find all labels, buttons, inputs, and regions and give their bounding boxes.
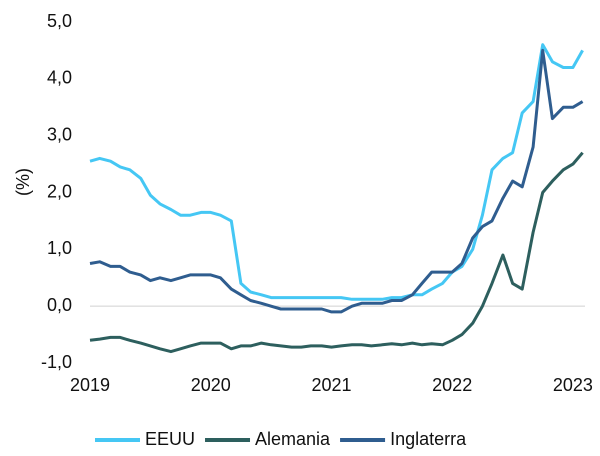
y-tick-label: 2,0 (47, 181, 72, 201)
legend: EEUU Alemania Inglaterra (95, 429, 467, 449)
y-tick-label: 5,0 (47, 11, 72, 31)
y-tick-label: 3,0 (47, 124, 72, 144)
legend-label: EEUU (145, 429, 195, 449)
y-axis-label: (%) (13, 168, 33, 196)
x-tick-label: 2019 (70, 375, 110, 395)
y-tick-label: 1,0 (47, 238, 72, 258)
y-tick-label: -1,0 (41, 352, 72, 372)
x-tick-label: 2021 (311, 375, 351, 395)
x-tick-label: 2023 (553, 375, 593, 395)
x-tick-label: 2022 (432, 375, 472, 395)
line-series (89, 151, 584, 354)
y-tick-label: 4,0 (47, 68, 72, 88)
y-tick-label: 0,0 (47, 295, 72, 315)
legend-label: Inglaterra (390, 429, 467, 449)
line-series (89, 43, 584, 301)
x-tick-label: 2020 (191, 375, 231, 395)
line-series (89, 48, 584, 314)
legend-label: Alemania (255, 429, 331, 449)
